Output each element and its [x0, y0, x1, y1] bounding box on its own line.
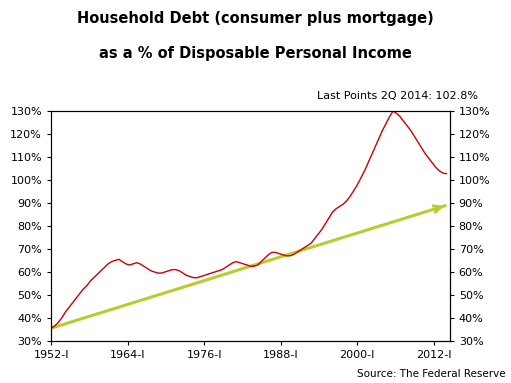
- Text: Household Debt (consumer plus mortgage): Household Debt (consumer plus mortgage): [77, 11, 434, 26]
- Text: Last Points 2Q 2014: 102.8%: Last Points 2Q 2014: 102.8%: [317, 92, 478, 101]
- Text: Source: The Federal Reserve: Source: The Federal Reserve: [357, 369, 506, 379]
- Text: as a % of Disposable Personal Income: as a % of Disposable Personal Income: [99, 46, 412, 61]
